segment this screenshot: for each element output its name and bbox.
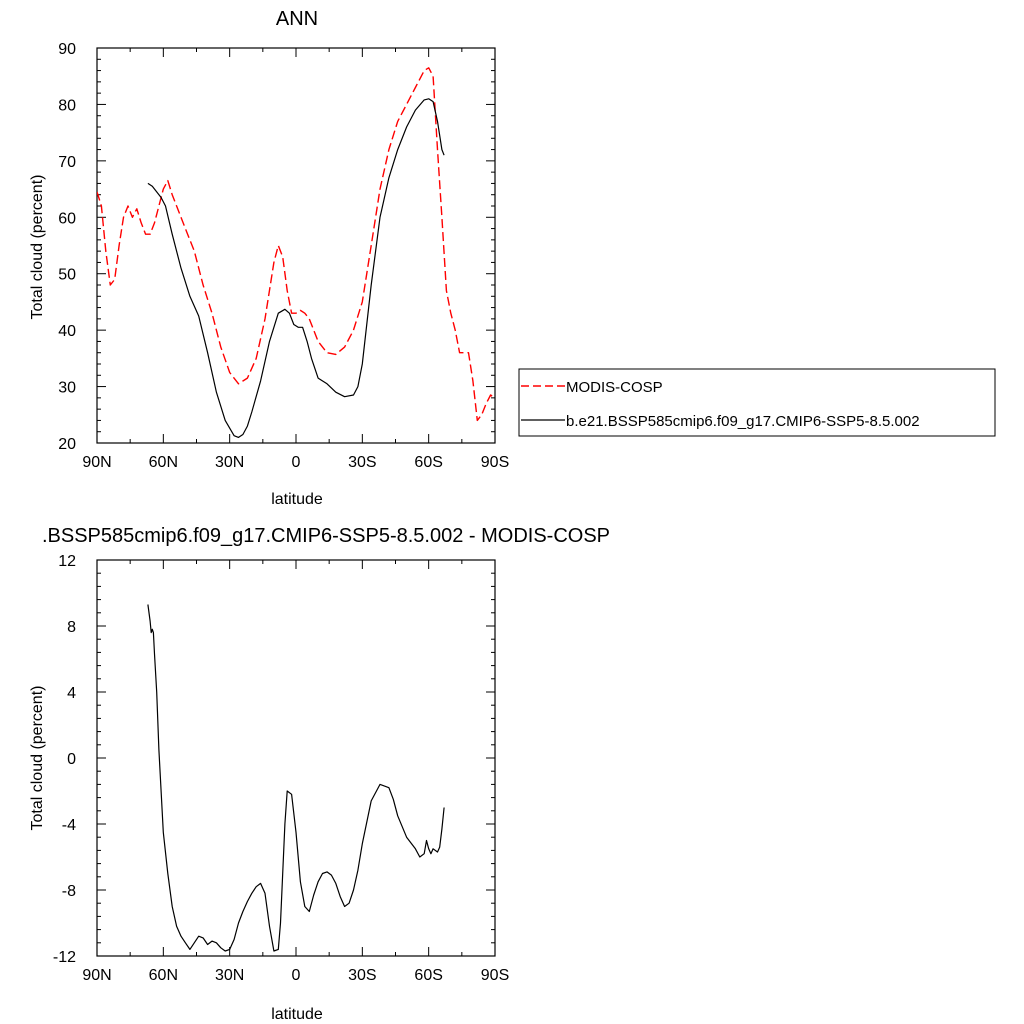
top-x-tick-label: 30N [215, 454, 244, 471]
bottom-x-tick-label: 0 [292, 967, 301, 984]
legend-box [518, 368, 996, 437]
top-x-tick-label: 30S [348, 454, 376, 471]
bottom-y-tick-label: -12 [53, 949, 76, 966]
top-x-tick-label: 0 [292, 454, 301, 471]
bottom-x-axis-label: latitude [271, 1006, 323, 1023]
top-y-tick-label: 90 [58, 41, 76, 58]
bottom-x-tick-label: 60S [414, 967, 442, 984]
bottom-chart-panel: .BSSP585cmip6.f09_g17.CMIP6-SSP5-8.5.002… [29, 525, 610, 1023]
top-y-tick-label: 20 [58, 436, 76, 453]
bottom-y-tick-label: 4 [67, 685, 76, 702]
bottom-y-tick-label: -8 [62, 883, 76, 900]
bottom-x-tick-label: 30N [215, 967, 244, 984]
legend-model-label: b.e21.BSSP585cmip6.f09_g17.CMIP6-SSP5-8.… [566, 413, 920, 430]
top-x-axis-label: latitude [271, 491, 323, 508]
top-chart-panel: ANN 90N 60N 30N 0 30S 60S 90S2030405060708090 … [29, 8, 509, 508]
bottom-x-tick-label: 90N [82, 967, 111, 984]
bottom-y-tick-label: -4 [62, 817, 76, 834]
top-x-tick-label: 90N [82, 454, 111, 471]
top-y-tick-label: 60 [58, 210, 76, 227]
bottom-y-tick-label: 8 [67, 619, 76, 636]
top-y-tick-label: 40 [58, 323, 76, 340]
top-y-tick-label: 30 [58, 380, 76, 397]
top-series-line-modis-cosp [97, 67, 495, 422]
legend: MODIS-COSP b.e21.BSSP585cmip6.f09_g17.CM… [518, 368, 996, 437]
top-y-tick-label: 70 [58, 154, 76, 171]
bottom-x-tick-label: 30S [348, 967, 376, 984]
top-plot-area: 90N 60N 30N 0 30S 60S 90S 20 30 40 50 60 70 80 90 [58, 41, 509, 471]
legend-modis-label: MODIS-COSP [566, 379, 663, 396]
bottom-series-line-difference [147, 604, 445, 952]
bottom-x-tick-label: 60N [149, 967, 178, 984]
bottom-plot-frame [96, 559, 496, 957]
top-series-line-model [147, 98, 445, 438]
bottom-chart-title: .BSSP585cmip6.f09_g17.CMIP6-SSP5-8.5.002… [42, 525, 610, 547]
bottom-plot-area: 90N 60N 30N 0 30S 60S 90S -12 -8 -4 0 4 8 12 [53, 553, 509, 984]
bottom-x-tick-label: 90S [481, 967, 509, 984]
bottom-y-tick-label: 12 [58, 553, 76, 570]
bottom-y-tick-label: 0 [67, 751, 76, 768]
top-x-tick-label: 60N [149, 454, 178, 471]
top-x-tick-label: 90S [481, 454, 509, 471]
top-y-axis-label: Total cloud (percent) [29, 175, 46, 320]
bottom-y-axis-label: Total cloud (percent) [29, 686, 46, 831]
top-chart-title: ANN [276, 8, 318, 30]
top-y-tick-label: 50 [58, 267, 76, 284]
top-x-tick-label: 60S [414, 454, 442, 471]
top-y-tick-label: 80 [58, 97, 76, 114]
